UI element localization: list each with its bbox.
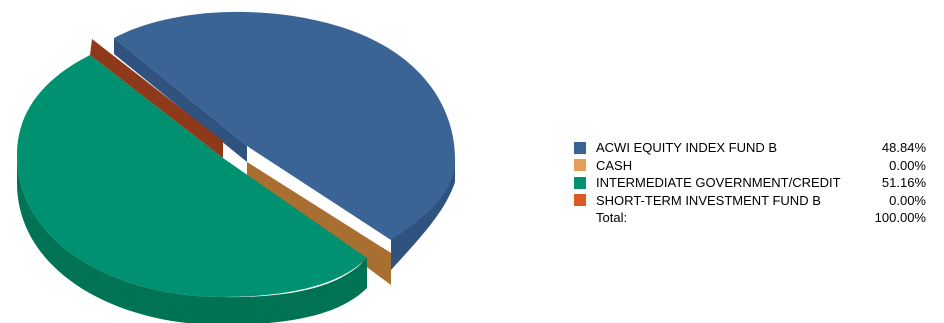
legend-swatch [574, 141, 586, 154]
slice-acwi [114, 11, 455, 241]
legend-total-label: Total: [596, 210, 628, 225]
legend-swatch [574, 194, 586, 207]
legend-swatch [574, 176, 586, 189]
legend-value: 51.16% [881, 175, 926, 190]
legend-value: 0.00% [889, 157, 926, 173]
legend-label: INTERMEDIATE GOVERNMENT/CREDIT [596, 175, 841, 190]
legend-swatch [574, 159, 586, 172]
slice-intermediate-side-rim [17, 155, 367, 323]
legend-item: ACWI EQUITY INDEX FUND B 48.84% [574, 139, 926, 157]
legend-item: CASH 0.00% [574, 157, 926, 175]
legend: ACWI EQUITY INDEX FUND B 48.84% CASH 0.0… [574, 139, 926, 227]
legend-value: 0.00% [889, 192, 926, 208]
slice-short-term [90, 39, 223, 158]
legend-item: SHORT-TERM INVESTMENT FUND B 0.00% [574, 192, 926, 210]
slice-acwi-side-wall [114, 38, 247, 162]
legend-total-value: 100.00% [874, 210, 926, 225]
legend-label: CASH [596, 157, 633, 173]
legend-item: INTERMEDIATE GOVERNMENT/CREDIT 51.16% [574, 174, 926, 192]
slice-intermediate [17, 55, 367, 297]
legend-label: SHORT-TERM INVESTMENT FUND B [596, 192, 821, 208]
legend-label: ACWI EQUITY INDEX FUND B [596, 140, 778, 155]
legend-value: 48.84% [881, 140, 926, 155]
legend-total: Total: 100.00% [574, 209, 926, 227]
